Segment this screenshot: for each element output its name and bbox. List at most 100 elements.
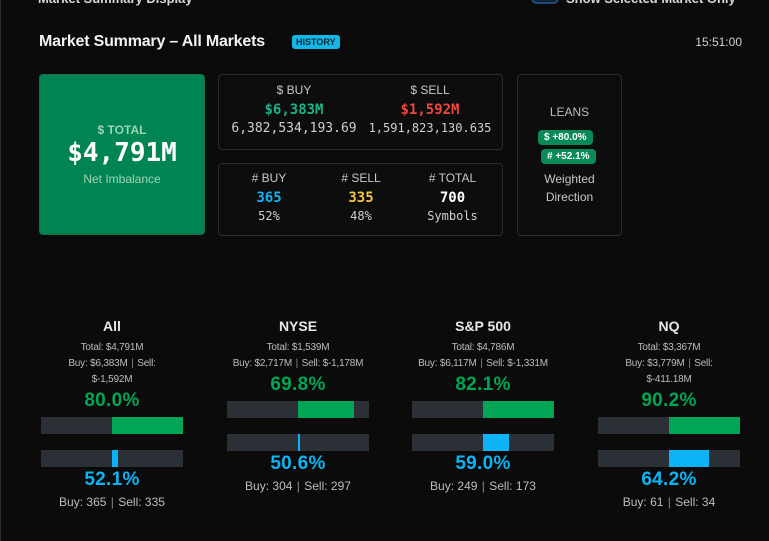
dollar-card: $ BUY $6,383M 6,382,534,193.69 $ SELL $1… xyxy=(218,74,503,150)
count-sell-pct: 48% xyxy=(350,209,372,223)
market-nyse: NYSE Total: $1,539M Buy: $2,717M | Sell:… xyxy=(227,318,369,493)
dollar-buy-exact: 6,382,534,193.69 xyxy=(231,121,357,136)
dollar-buy-value: $6,383M xyxy=(264,102,324,118)
market-sell: Sell: $-1,331M xyxy=(486,358,548,369)
count-lean-bar xyxy=(412,434,554,451)
dollar-buy-col: $ BUY $6,383M 6,382,534,193.69 xyxy=(219,83,369,136)
market-counts: Buy: 61 | Sell: 34 xyxy=(622,495,716,509)
count-total-value: 700 xyxy=(439,190,466,206)
count-total-sub: Symbols xyxy=(427,209,478,223)
market-counts: Buy: 249 | Sell: 173 xyxy=(430,479,536,493)
dollar-lean-pct: 80.0% xyxy=(84,390,140,411)
market-count-sell: Sell: 173 xyxy=(489,479,536,493)
market-counts: Buy: 365 | Sell: 335 xyxy=(59,495,165,509)
panel-left-border xyxy=(0,0,1,541)
page-title: Market Summary – All Markets xyxy=(39,33,265,50)
count-lean-bar xyxy=(598,450,740,467)
market-buy: Buy: $3,779M xyxy=(625,358,685,369)
dollar-lean-bar xyxy=(598,417,740,434)
market-info: Total: $4,786M Buy: $6,117M | Sell: $-1,… xyxy=(412,340,554,372)
dollar-lean-fill xyxy=(483,401,554,418)
market-total: Total: $4,791M xyxy=(80,342,144,353)
market-info: Total: $4,791M Buy: $6,383M | Sell: $-1,… xyxy=(41,340,183,388)
market-info: Total: $1,539M Buy: $2,717M | Sell: $-1,… xyxy=(227,340,369,372)
count-lean-pct: 64.2% xyxy=(641,469,697,490)
dollar-lean-pct: 69.8% xyxy=(270,374,326,395)
show-selected-market-toggle[interactable] xyxy=(531,0,559,4)
count-lean-pill: # +52.1% xyxy=(541,149,596,164)
top-strip: Market Summary Display Show Selected Mar… xyxy=(0,0,769,7)
count-lean-pct: 59.0% xyxy=(455,453,511,474)
market-total: Total: $3,367M xyxy=(637,342,701,353)
count-sell-value: 335 xyxy=(348,190,374,206)
market-count-buy: Buy: 365 xyxy=(59,495,107,509)
dollar-buy-label: $ BUY xyxy=(276,83,312,97)
market-sell: Sell: xyxy=(694,358,713,369)
count-lean-fill xyxy=(298,434,300,451)
market-sell: Sell: xyxy=(137,358,156,369)
count-total-col: # TOTAL 700 Symbols xyxy=(410,171,495,223)
count-sell-col: # SELL 335 48% xyxy=(321,171,401,223)
count-buy-pct: 52% xyxy=(258,209,280,223)
count-buy-value: 365 xyxy=(256,190,282,206)
dollar-lean-fill xyxy=(112,417,183,434)
count-sell-label: # SELL xyxy=(341,171,381,185)
dollar-lean-bar xyxy=(412,401,554,418)
market-buy: Buy: $6,383M xyxy=(68,358,128,369)
count-lean-fill xyxy=(483,434,509,451)
market-info: Total: $3,367M Buy: $3,779M | Sell: $-41… xyxy=(598,340,740,388)
dollar-lean-fill xyxy=(298,401,355,418)
count-lean-bar xyxy=(227,434,369,451)
dollar-lean-pct: 90.2% xyxy=(641,390,697,411)
dollar-lean-pct: 82.1% xyxy=(455,374,511,395)
market-nq: NQ Total: $3,367M Buy: $3,779M | Sell: $… xyxy=(598,318,740,509)
dollar-sell-exact: 1,591,823,130.635 xyxy=(368,121,492,135)
timestamp: 15:51:00 xyxy=(695,35,742,49)
market-sell: Sell: $-1,178M xyxy=(301,358,364,369)
market-count-buy: Buy: 304 xyxy=(245,479,293,493)
leans-label: LEANS xyxy=(549,105,590,119)
dollar-lean-bar xyxy=(41,417,183,434)
dollar-lean-bar xyxy=(227,401,369,418)
count-lean-pct: 52.1% xyxy=(84,469,140,490)
total-label: $ TOTAL xyxy=(97,123,147,137)
count-total-label: # TOTAL xyxy=(428,171,477,185)
summary-header: Market Summary – All Markets HISTORY 15:… xyxy=(39,33,744,55)
dollar-sell-label: $ SELL xyxy=(410,83,450,97)
market-count-sell: Sell: 297 xyxy=(304,479,351,493)
market-name: All xyxy=(103,318,121,334)
dollar-sell-value: $1,592M xyxy=(400,102,460,118)
show-selected-market-label: Show Selected Market Only xyxy=(566,0,736,6)
count-lean-bar xyxy=(41,450,183,467)
market-count-buy: Buy: 249 xyxy=(430,479,478,493)
market-sell-value: $-411.18M xyxy=(646,374,692,385)
market-all: All Total: $4,791M Buy: $6,383M | Sell: … xyxy=(41,318,183,509)
market-sell-value: $-1,592M xyxy=(91,374,133,385)
market-name: S&P 500 xyxy=(455,318,511,334)
dollar-lean-pill: $ +80.0% xyxy=(538,130,593,145)
total-sub: Net Imbalance xyxy=(83,172,161,186)
leans-description: Weighted Direction xyxy=(518,170,621,206)
market-counts: Buy: 304 | Sell: 297 xyxy=(245,479,351,493)
count-buy-col: # BUY 365 52% xyxy=(229,171,309,223)
total-value: $4,791M xyxy=(67,138,177,168)
app-title: Market Summary Display xyxy=(38,0,193,6)
count-lean-fill xyxy=(112,450,118,467)
market-buy: Buy: $6,117M xyxy=(418,358,477,369)
leans-card: LEANS $ +80.0% # +52.1% Weighted Directi… xyxy=(517,74,622,236)
market-sp500: S&P 500 Total: $4,786M Buy: $6,117M | Se… xyxy=(412,318,554,493)
count-lean-pct: 50.6% xyxy=(270,453,326,474)
market-total: Total: $1,539M xyxy=(266,342,330,353)
market-buy: Buy: $2,717M xyxy=(232,358,293,369)
net-imbalance-card: $ TOTAL $4,791M Net Imbalance xyxy=(39,74,205,235)
market-count-buy: Buy: 61 xyxy=(622,495,664,509)
count-card: # BUY 365 52% # SELL 335 48% # TOTAL 700… xyxy=(218,163,503,236)
market-name: NYSE xyxy=(278,318,318,334)
leans-desc-line2: Direction xyxy=(545,190,594,204)
market-count-sell: Sell: 34 xyxy=(675,495,716,509)
market-count-sell: Sell: 335 xyxy=(118,495,165,509)
dollar-sell-col: $ SELL $1,592M 1,591,823,130.635 xyxy=(365,83,495,135)
dollar-lean-fill xyxy=(669,417,740,434)
market-total: Total: $4,786M xyxy=(451,342,515,353)
history-badge: HISTORY xyxy=(292,35,340,49)
